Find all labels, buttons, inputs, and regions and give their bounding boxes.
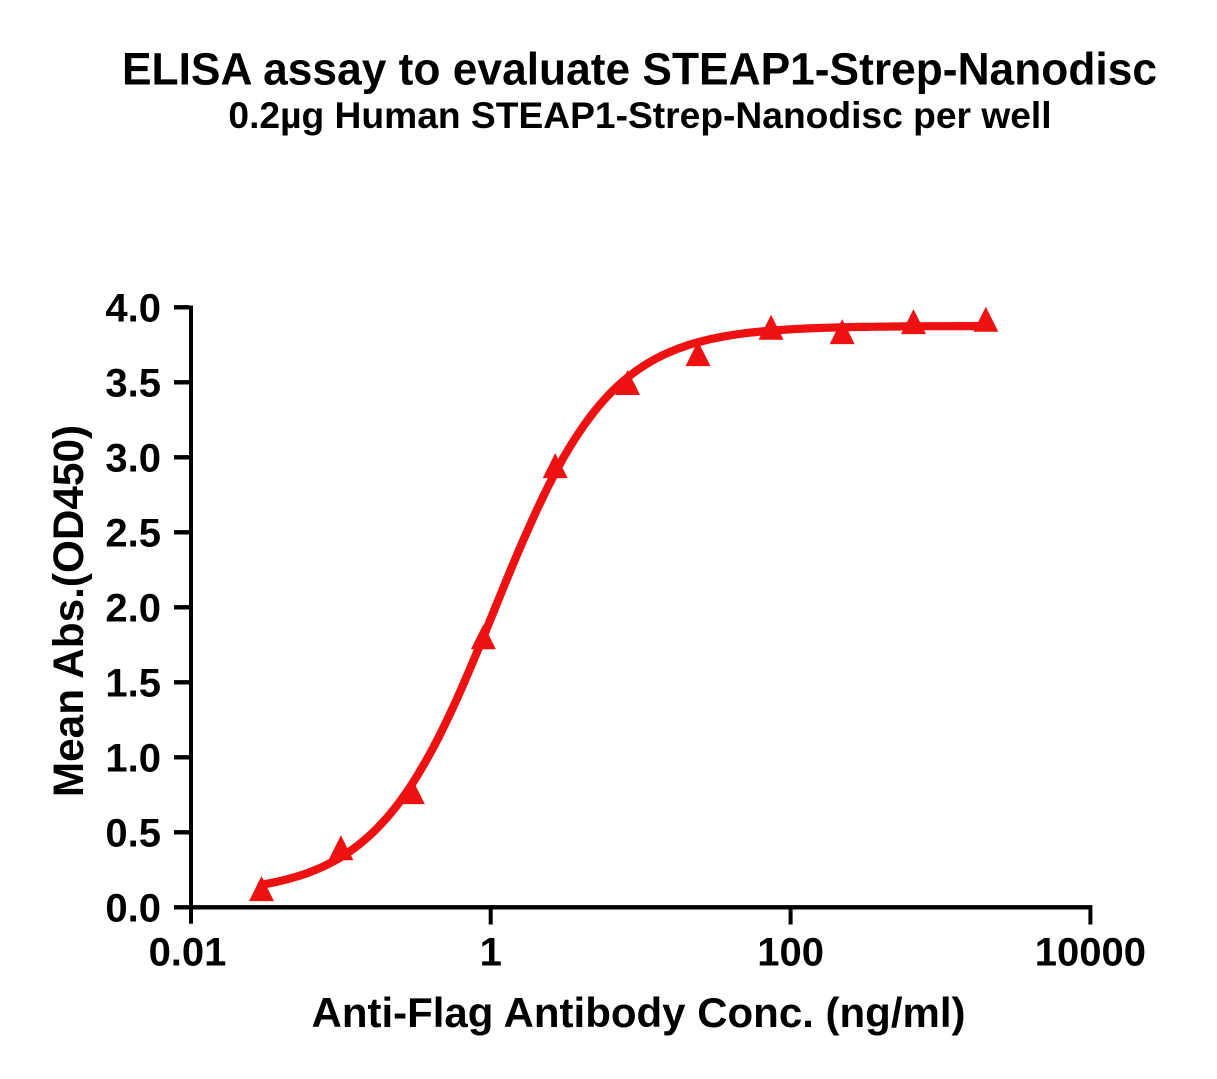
svg-text:3.0: 3.0 bbox=[105, 437, 161, 481]
svg-text:1.5: 1.5 bbox=[105, 662, 161, 706]
svg-text:0.0: 0.0 bbox=[105, 887, 161, 931]
svg-text:0.5: 0.5 bbox=[105, 812, 161, 856]
svg-text:Anti-Flag Antibody Conc. (ng/m: Anti-Flag Antibody Conc. (ng/ml) bbox=[311, 989, 965, 1036]
svg-text:100: 100 bbox=[757, 931, 824, 975]
svg-text:4.0: 4.0 bbox=[105, 287, 161, 331]
svg-text:1: 1 bbox=[480, 931, 502, 975]
svg-text:ELISA assay to evaluate STEAP1: ELISA assay to evaluate STEAP1-Strep-Nan… bbox=[122, 44, 1157, 95]
svg-text:2.5: 2.5 bbox=[105, 512, 161, 556]
svg-text:0.2µg Human STEAP1-Strep-Nanod: 0.2µg Human STEAP1-Strep-Nanodisc per we… bbox=[228, 94, 1051, 136]
svg-text:0.01: 0.01 bbox=[149, 931, 227, 975]
svg-text:3.5: 3.5 bbox=[105, 362, 161, 406]
svg-text:10000: 10000 bbox=[1035, 931, 1146, 975]
svg-text:1.0: 1.0 bbox=[105, 737, 161, 781]
svg-text:Mean Abs.(OD450): Mean Abs.(OD450) bbox=[45, 425, 92, 797]
svg-text:2.0: 2.0 bbox=[105, 587, 161, 631]
